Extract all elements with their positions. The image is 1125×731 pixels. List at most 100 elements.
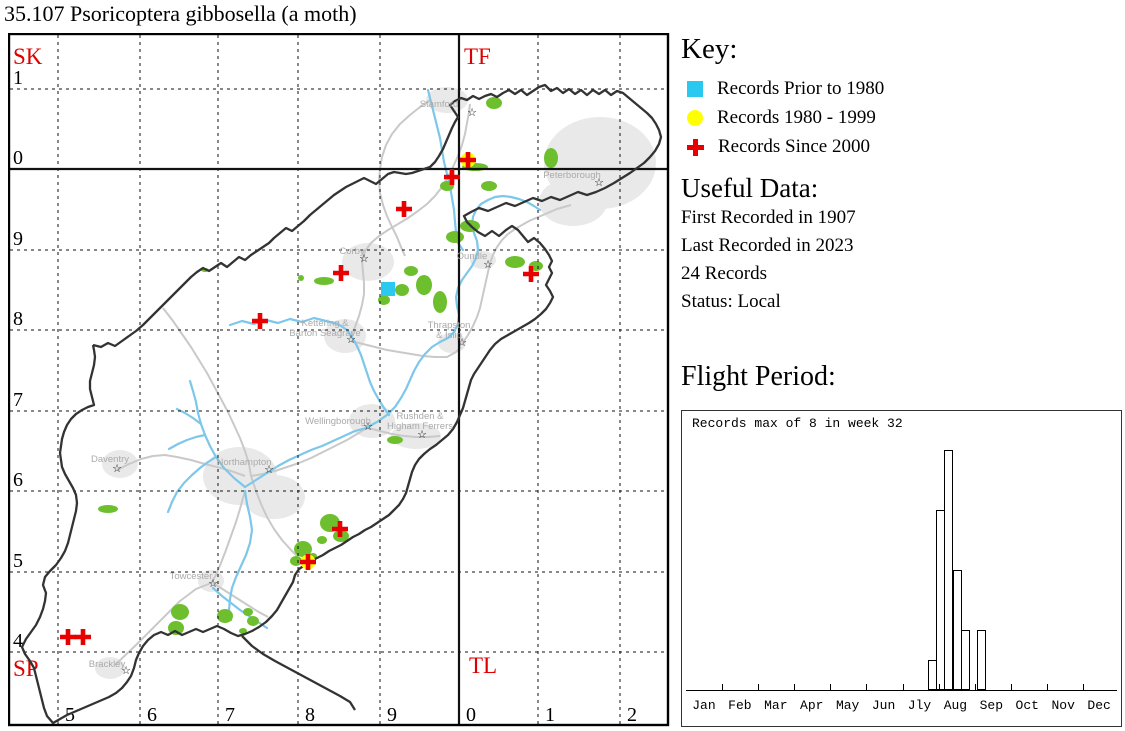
month-tick [902,684,904,690]
grid-row-label: 9 [13,228,23,250]
flight-period-chart: Records max of 8 in week 32 Jan Feb Mar Apr… [681,410,1122,727]
record-marker-cross [252,313,268,329]
town-label: Brackley [89,659,126,670]
month-label: May [835,698,860,713]
month-label: Mar [764,698,788,713]
page-title: 35.107 Psoricoptera gibbosella (a moth) [4,1,357,26]
grid-col-label: 0 [466,704,476,726]
record-count: 24 Records [681,262,768,284]
first-recorded: First Recorded in 1907 [681,206,856,228]
key-item-1980-1999: Records 1980 - 1999 [687,107,876,129]
grid-col-label: 7 [225,704,235,726]
record-marker-cross [332,521,348,537]
month-tick [866,684,868,690]
cross-icon [687,138,704,156]
month-tick [1010,684,1012,690]
town-star-icon: ☆ [467,107,477,119]
town-label: Peterborough [543,170,601,181]
month-label: Feb [728,698,752,713]
month-tick [1046,684,1048,690]
month-label: Apr [800,698,824,713]
map-frame [8,33,670,727]
useful-data-panel: Useful Data: First Recorded in 1907 Last… [681,173,856,316]
month-label: Sep [979,698,1004,713]
circle-icon [687,110,703,126]
record-markers [60,152,539,645]
grid-100km-letters: TL [469,653,497,678]
chart-note: Records max of 8 in week 32 [692,416,903,431]
grid-row-label: 6 [13,469,23,491]
grid-row-label: 7 [13,389,23,411]
grid-col-label: 6 [147,704,157,726]
record-marker-cross [523,266,539,282]
record-marker-cross [60,629,76,645]
town-star-icon: ☆ [359,253,369,265]
grid-col-label: 9 [387,704,397,726]
status: Status: Local [681,290,781,312]
month-tick [722,684,724,690]
record-marker-square [381,282,395,296]
town-label: Towcester [170,571,213,582]
month-tick [794,684,796,690]
useful-data-heading: Useful Data: [681,173,819,203]
month-tick [758,684,760,690]
record-marker-cross [75,629,91,645]
month-label: Jan [692,698,716,713]
key-item-label: Records 1980 - 1999 [717,107,876,128]
month-label: Aug [943,698,968,713]
month-label: Dec [1087,698,1111,713]
town-star-icon: ☆ [594,177,604,189]
chart-x-axis [686,690,1117,691]
month-label: Oct [1015,698,1039,713]
month-tick [1082,684,1084,690]
town-label: Wellingborough [305,416,371,427]
grid-100km-letters: TF [464,44,491,69]
key-item-label: Records Since 2000 [718,136,870,157]
woodland-patches [98,97,558,635]
town-star-icon: ☆ [483,259,493,271]
last-recorded: Last Recorded in 2023 [681,234,854,256]
flight-bar-week-36 [977,630,987,690]
grid-col-label: 5 [65,704,75,726]
month-tick [974,684,976,690]
record-marker-cross [333,265,349,281]
town-star-icon: ☆ [121,665,131,677]
month-label: Jun [871,698,896,713]
town-label: Corby [339,246,365,257]
town-labels: Stamford☆Peterborough☆Corby☆ Oundle☆Kette… [89,99,604,677]
town-label: Stamford [420,99,459,110]
record-marker-cross [396,201,412,217]
grid-row-label: 4 [13,630,23,652]
flight-bar-week-34 [960,630,970,690]
record-marker-cross [300,554,316,570]
grid-row-label: 0 [13,147,23,169]
month-tick [938,684,940,690]
month-tick [830,684,832,690]
record-marker-cross [460,152,476,168]
key-item-since-2000: Records Since 2000 [687,136,870,158]
town-star-icon: ☆ [112,463,122,475]
town-label: Daventry [91,454,129,465]
town-star-icon: ☆ [346,334,356,346]
town-star-icon: ☆ [264,464,274,476]
grid-row-label: 1 [13,67,23,89]
grid-col-label: 2 [627,704,637,726]
flight-period-heading: Flight Period: [681,361,836,392]
square-icon [687,81,703,97]
month-label: Nov [1051,698,1075,713]
rivers [166,88,542,630]
town-label: Northampton [217,457,272,468]
key-heading: Key: [681,33,738,65]
grid-col-label: 1 [545,704,555,726]
key-item-prior-1980: Records Prior to 1980 [687,78,884,100]
town-label: Kettering & Barton Seagrave [289,318,360,339]
town-label: Thrapston & Islip [428,320,471,341]
town-star-icon: ☆ [457,337,467,349]
grid-100km-letters: SK [13,44,43,69]
key-panel: Key: Records Prior to 1980 Records 1980 … [681,33,1111,169]
town-label: Oundle [457,251,488,262]
county-boundary [20,83,663,725]
grid-row-label: 5 [13,550,23,572]
